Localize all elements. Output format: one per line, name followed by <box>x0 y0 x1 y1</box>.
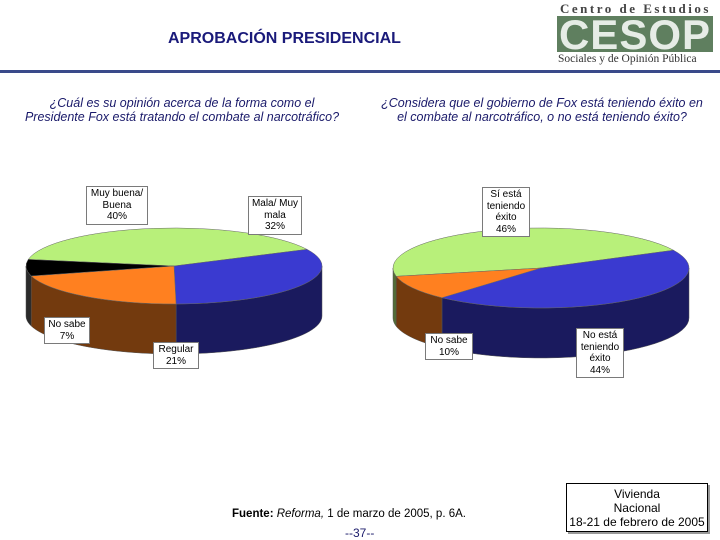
page-title: APROBACIÓN PRESIDENCIAL <box>168 30 401 47</box>
logo-line-1: Centro de Estudios <box>560 1 711 16</box>
pie-side-0 <box>392 268 397 328</box>
source-note: Fuente: Reforma, 1 de marzo de 2005, p. … <box>232 508 466 520</box>
page-number: --37-- <box>345 526 375 540</box>
label-regular: Regular 21% <box>153 342 199 369</box>
logo-mark: CESOP <box>557 16 713 52</box>
label-mala: Mala/ Muy mala 32% <box>248 196 302 235</box>
pie-slice-2 <box>30 265 177 305</box>
pie-slice-2 <box>395 267 542 298</box>
pie-slice-3 <box>25 259 175 277</box>
logo-line-2: Sociales y de Opinión Pública <box>558 53 697 65</box>
pie-slice-0 <box>27 227 308 267</box>
label-no-exito: No está teniendo éxito 44% <box>576 328 624 378</box>
label-no-sabe-2: No sabe 10% <box>425 333 473 360</box>
pie-chart-2 <box>392 227 690 359</box>
label-muy-buena: Muy buena/Buena 40% <box>86 186 148 225</box>
header-rule <box>0 70 720 73</box>
cesop-logo: Centro de Estudios CESOP Sociales y de O… <box>554 0 720 70</box>
label-no-sabe-1: No sabe 7% <box>44 317 90 344</box>
pie-slice-1 <box>173 249 323 305</box>
pie-chart-1 <box>25 227 323 355</box>
question-1: ¿Cuál es su opinión acerca de la forma c… <box>24 96 340 124</box>
pie-slice-1 <box>441 249 690 309</box>
label-si-exito: Sí está teniendo éxito 46% <box>482 187 530 237</box>
survey-box: Vivienda Nacional 18-21 de febrero de 20… <box>566 483 708 532</box>
question-2: ¿Considera que el gobierno de Fox está t… <box>381 96 703 124</box>
